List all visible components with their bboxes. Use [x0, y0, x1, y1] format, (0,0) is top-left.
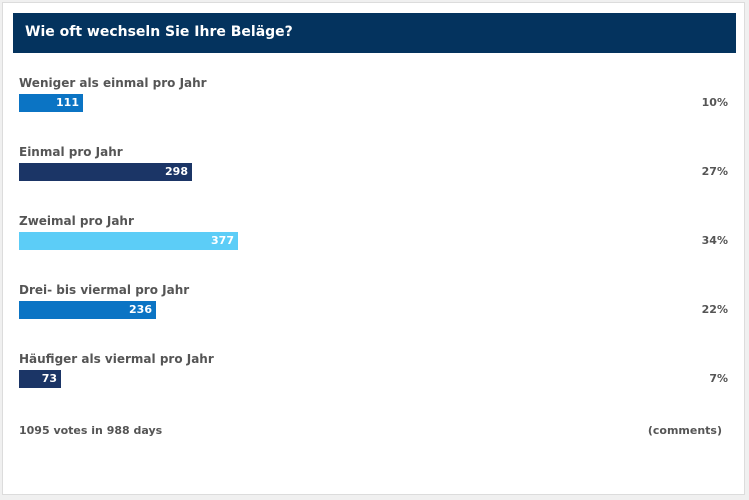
poll-percent: 34%	[701, 234, 728, 247]
poll-row: Weniger als einmal pro Jahr 111 10%	[3, 76, 746, 124]
poll-option-label: Häufiger als viermal pro Jahr	[19, 352, 214, 366]
poll-vote-count: 236	[129, 303, 152, 316]
poll-bar: 73	[19, 370, 61, 388]
poll-option-label: Einmal pro Jahr	[19, 145, 123, 159]
poll-vote-count: 377	[211, 234, 234, 247]
poll-bar: 236	[19, 301, 156, 319]
poll-vote-count: 111	[56, 96, 79, 109]
poll-vote-count: 73	[41, 372, 57, 385]
vote-summary: 1095 votes in 988 days	[19, 424, 163, 437]
poll-option-label: Zweimal pro Jahr	[19, 214, 134, 228]
poll-percent: 22%	[701, 303, 728, 316]
poll-bar: 377	[19, 232, 238, 250]
poll-vote-count: 298	[165, 165, 188, 178]
poll-card: Wie oft wechseln Sie Ihre Beläge? Wenige…	[2, 2, 745, 495]
poll-row: Häufiger als viermal pro Jahr 73 7%	[3, 352, 746, 400]
poll-bar: 298	[19, 163, 192, 181]
poll-option-label: Weniger als einmal pro Jahr	[19, 76, 207, 90]
poll-percent: 7%	[709, 372, 728, 385]
poll-row: Zweimal pro Jahr 377 34%	[3, 214, 746, 262]
poll-option-label: Drei- bis viermal pro Jahr	[19, 283, 190, 297]
poll-percent: 27%	[701, 165, 728, 178]
poll-percent: 10%	[701, 96, 728, 109]
poll-row: Drei- bis viermal pro Jahr 236 22%	[3, 283, 746, 331]
poll-bar: 111	[19, 94, 83, 112]
comments-link[interactable]: (comments)	[647, 424, 722, 437]
poll-row: Einmal pro Jahr 298 27%	[3, 145, 746, 193]
poll-header: Wie oft wechseln Sie Ihre Beläge?	[13, 13, 736, 53]
poll-question: Wie oft wechseln Sie Ihre Beläge?	[25, 24, 293, 40]
